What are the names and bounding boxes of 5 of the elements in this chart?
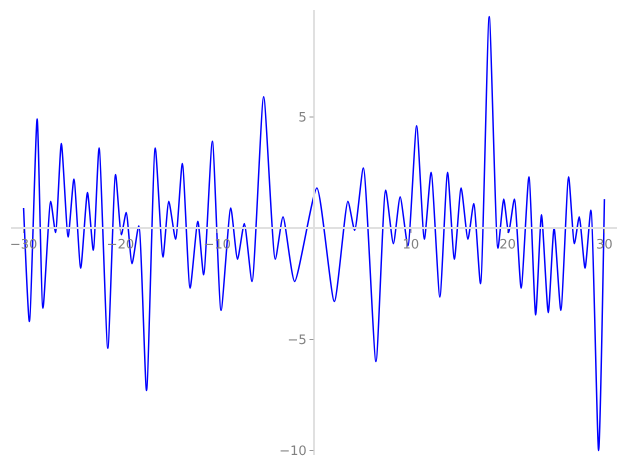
x-tick-label: 10: [402, 237, 420, 252]
y-tick-label: −5: [287, 332, 307, 348]
x-tick-label: 20: [499, 237, 516, 252]
y-tick-label: −10: [279, 444, 307, 460]
y-tick-label: 5: [298, 110, 307, 126]
